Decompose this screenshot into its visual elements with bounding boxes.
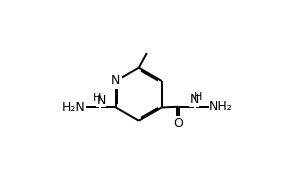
Text: H: H [194, 92, 202, 102]
Text: NH₂: NH₂ [209, 100, 233, 113]
Text: H₂N: H₂N [62, 101, 86, 114]
Text: N: N [111, 74, 120, 88]
Text: N: N [190, 93, 199, 106]
Text: N: N [96, 94, 106, 107]
Text: O: O [174, 117, 183, 130]
Text: H: H [93, 93, 102, 103]
